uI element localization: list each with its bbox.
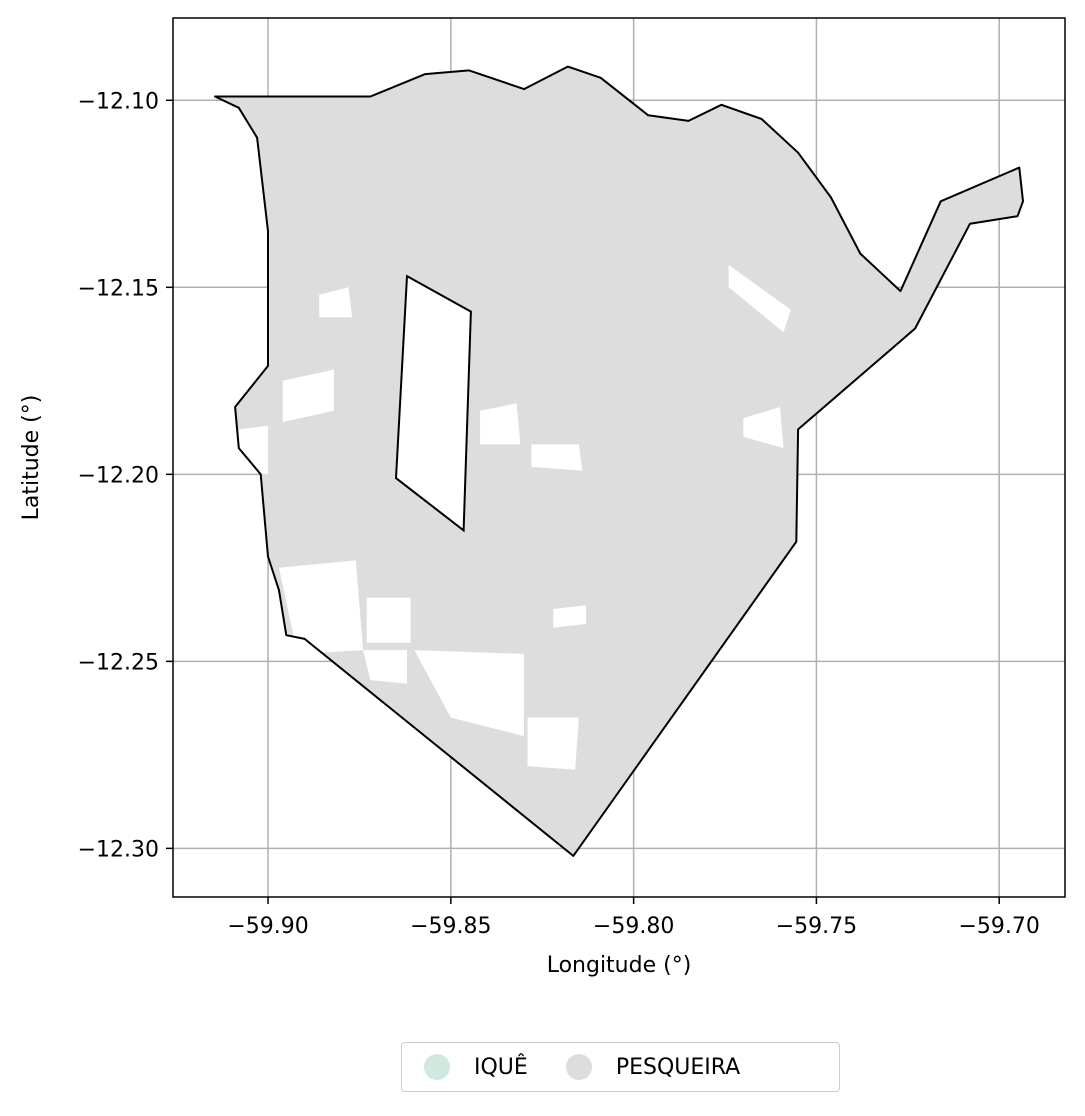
y-axis-label: Latitude (°) [19,395,44,521]
non-covered-patch [279,560,364,654]
non-covered-patch [414,650,524,737]
x-axis-label: Longitude (°) [547,953,692,978]
x-tick-label: −59.80 [593,914,674,939]
y-tick-label: −12.15 [78,276,159,301]
legend-item-pesqueira: PESQUEIRA [565,1054,741,1080]
non-covered-patch [743,407,784,449]
non-covered-patch [531,444,583,471]
non-covered-patch [282,369,334,422]
y-tick-label: −12.20 [78,463,159,488]
legend-label-pesqueira: PESQUEIRA [615,1054,741,1080]
pesqueira-area [215,66,1023,856]
y-tick-label: −12.10 [78,89,159,114]
non-covered-patch [238,425,268,475]
legend-item-ique: IQUÊ [424,1054,528,1080]
x-tick-label: −59.70 [958,914,1039,939]
map-shapes [214,65,1024,857]
x-tick-label: −59.85 [410,914,491,939]
non-covered-patch [728,264,791,333]
ique-marker-icon [424,1054,450,1080]
non-covered-patch [319,287,353,318]
non-covered-patch [366,597,411,643]
ique-polygon [394,274,472,533]
non-covered-patch [480,403,521,445]
x-tick-label: −59.90 [227,914,308,939]
plot-frame [172,17,1066,898]
legend-label-ique: IQUÊ [474,1054,528,1080]
y-tick-label: −12.30 [78,837,159,862]
y-tick-label: −12.25 [78,650,159,675]
legend: IQUÊ PESQUEIRA [401,1042,840,1092]
pesqueira-marker-icon [565,1054,592,1080]
x-tick-label: −59.75 [776,914,857,939]
non-covered-patch [527,717,579,770]
non-covered-patch [363,650,407,684]
axis-ticks: −59.90 −59.85 −59.80 −59.75 −59.70 −12.10 −12.… [78,89,1040,939]
territory-boundary [214,65,1024,857]
non-covered-patch [553,605,587,628]
